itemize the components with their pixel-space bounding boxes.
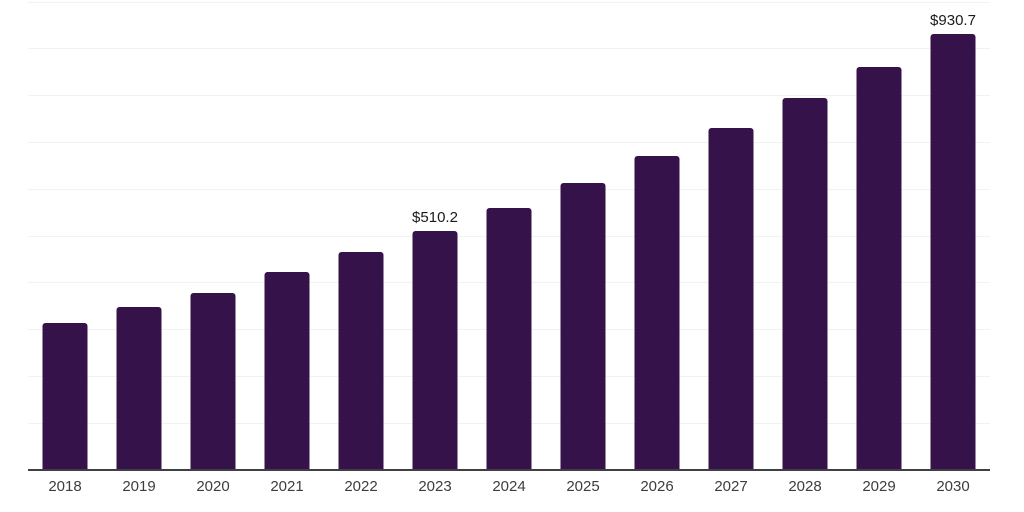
x-axis-tick-label-2028: 2028 <box>788 478 822 495</box>
bar-band <box>768 2 842 470</box>
bar-2020 <box>190 292 236 470</box>
bar-band <box>28 2 102 470</box>
x-axis-tick-label-2027: 2027 <box>714 478 748 495</box>
x-axis-tick-label-2024: 2024 <box>492 478 526 495</box>
x-axis-tick-label-2025: 2025 <box>566 478 600 495</box>
plot-area: $510.2 $930.7 <box>28 1 990 471</box>
x-axis-tick-label-2022: 2022 <box>344 478 378 495</box>
gridline <box>28 188 990 190</box>
gridline <box>28 141 990 143</box>
bar-band: $930.7 <box>916 2 990 470</box>
bar-2028 <box>782 97 828 470</box>
bar-value-label-2030: $930.7 <box>930 12 976 30</box>
bar-band <box>620 2 694 470</box>
x-axis-tick-label-2018: 2018 <box>48 478 82 495</box>
bar-2029 <box>856 67 902 470</box>
bar-2025 <box>560 183 606 470</box>
bar-band <box>546 2 620 470</box>
bars: $510.2 $930.7 <box>28 2 990 470</box>
bar-2026 <box>634 155 680 470</box>
x-axis-tick-label-2019: 2019 <box>122 478 156 495</box>
x-axis-tick-label-2021: 2021 <box>270 478 304 495</box>
bar-band <box>472 2 546 470</box>
bar-band <box>324 2 398 470</box>
gridline <box>28 48 990 50</box>
bar-band: $510.2 <box>398 2 472 470</box>
bar-band <box>176 2 250 470</box>
bar-2022 <box>338 251 384 470</box>
bar-value-label-2023: $510.2 <box>412 209 458 227</box>
x-axis-tick-label-2020: 2020 <box>196 478 230 495</box>
bar-2023 <box>412 231 458 470</box>
bar-2024 <box>486 207 532 470</box>
bar-2027 <box>708 127 754 470</box>
bar-2030 <box>930 34 976 470</box>
x-axis-tick-label-2030: 2030 <box>936 478 970 495</box>
bar-band <box>102 2 176 470</box>
bar-band <box>842 2 916 470</box>
x-axis-tick-label-2029: 2029 <box>862 478 896 495</box>
bar-2018 <box>42 323 88 470</box>
bar-2021 <box>264 272 310 470</box>
x-axis-tick-label-2023: 2023 <box>418 478 452 495</box>
gridline <box>28 1 990 3</box>
x-axis-labels: 2018 2019 2020 2021 2022 2023 2024 2025 2026 2027… <box>28 478 990 496</box>
gridline <box>28 95 990 97</box>
bar-2019 <box>116 306 162 470</box>
x-axis-line <box>28 469 990 471</box>
bar-band <box>250 2 324 470</box>
x-axis-tick-label-2026: 2026 <box>640 478 674 495</box>
bar-band <box>694 2 768 470</box>
